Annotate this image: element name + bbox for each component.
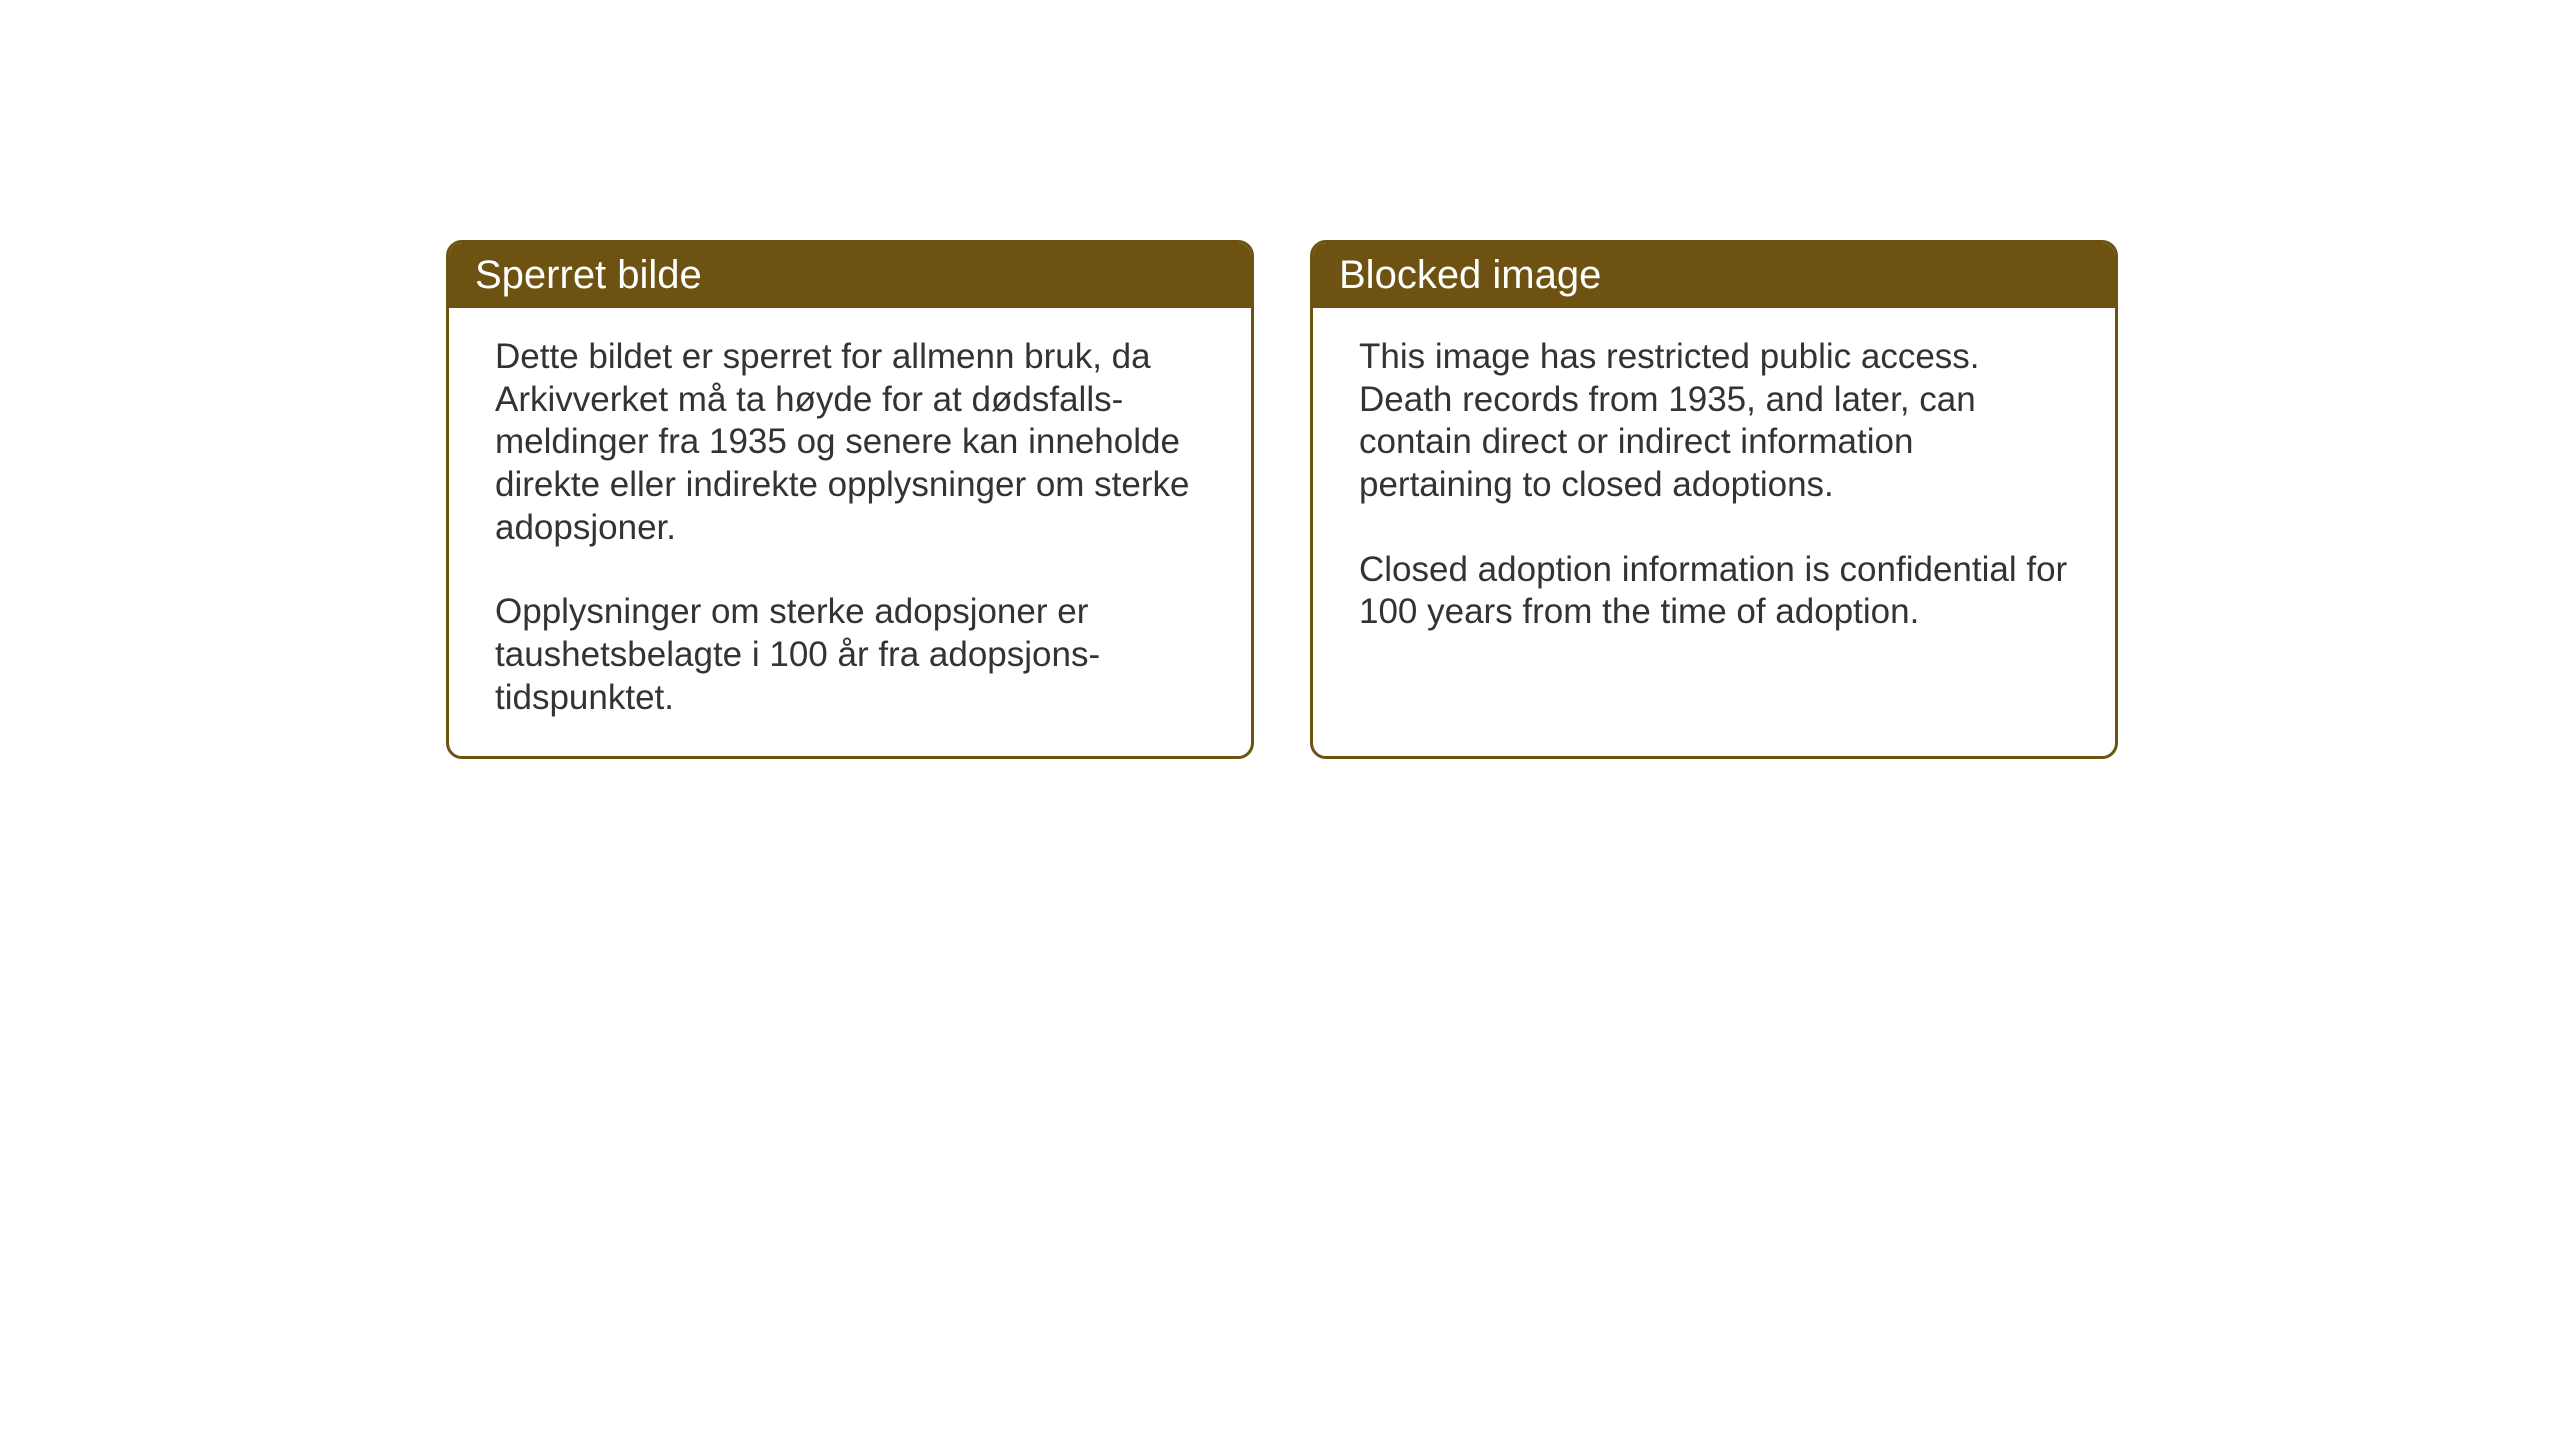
notice-card-norwegian: Sperret bilde Dette bildet er sperret fo… <box>446 240 1254 759</box>
card-body-norwegian: Dette bildet er sperret for allmenn bruk… <box>449 308 1251 756</box>
card-header-norwegian: Sperret bilde <box>449 243 1251 308</box>
card-body-english: This image has restricted public access.… <box>1313 308 2115 748</box>
card-header-english: Blocked image <box>1313 243 2115 308</box>
card-title-english: Blocked image <box>1339 253 1601 297</box>
notice-container: Sperret bilde Dette bildet er sperret fo… <box>446 240 2118 759</box>
card-title-norwegian: Sperret bilde <box>475 253 702 297</box>
notice-card-english: Blocked image This image has restricted … <box>1310 240 2118 759</box>
card-paragraph-2-norwegian: Opplysninger om sterke adopsjoner er tau… <box>495 591 1205 719</box>
card-paragraph-2-english: Closed adoption information is confident… <box>1359 549 2069 634</box>
card-paragraph-1-norwegian: Dette bildet er sperret for allmenn bruk… <box>495 336 1205 549</box>
card-paragraph-1-english: This image has restricted public access.… <box>1359 336 2069 507</box>
